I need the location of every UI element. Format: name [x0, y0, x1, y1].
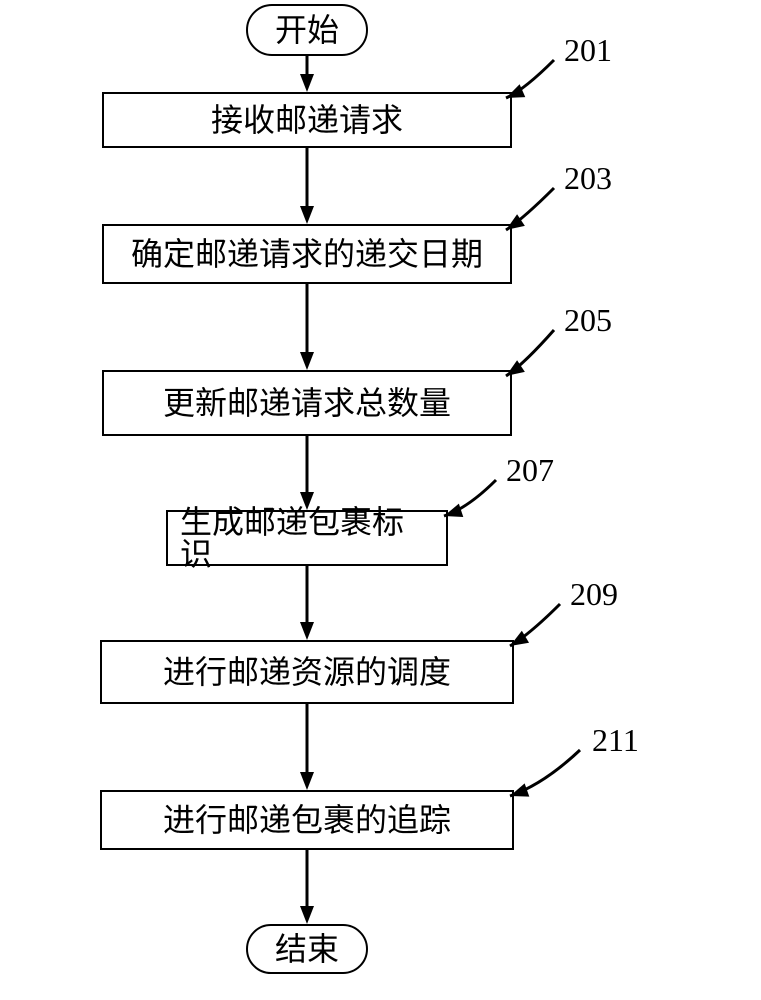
flowchart-canvas: 开始 接收邮递请求 确定邮递请求的递交日期 更新邮递请求总数量 生成邮递包裹标识… [0, 0, 761, 1000]
step-label-201: 201 [564, 32, 612, 69]
process-209: 进行邮递资源的调度 [100, 640, 514, 704]
process-205: 更新邮递请求总数量 [102, 370, 512, 436]
start-text: 开始 [275, 14, 339, 46]
step-label-211: 211 [592, 722, 639, 759]
process-209-text: 进行邮递资源的调度 [163, 656, 451, 688]
process-207-text: 生成邮递包裹标识 [180, 506, 434, 570]
end-text: 结束 [275, 933, 339, 965]
process-205-text: 更新邮递请求总数量 [163, 387, 451, 419]
process-201-text: 接收邮递请求 [211, 104, 403, 136]
process-207: 生成邮递包裹标识 [166, 510, 448, 566]
step-label-209: 209 [570, 576, 618, 613]
arrow-layer [0, 0, 761, 1000]
process-211-text: 进行邮递包裹的追踪 [163, 804, 451, 836]
process-203-text: 确定邮递请求的递交日期 [131, 238, 483, 270]
start-terminal: 开始 [246, 4, 368, 56]
end-terminal: 结束 [246, 924, 368, 974]
step-label-207: 207 [506, 452, 554, 489]
step-label-205: 205 [564, 302, 612, 339]
step-label-203: 203 [564, 160, 612, 197]
process-203: 确定邮递请求的递交日期 [102, 224, 512, 284]
process-201: 接收邮递请求 [102, 92, 512, 148]
process-211: 进行邮递包裹的追踪 [100, 790, 514, 850]
